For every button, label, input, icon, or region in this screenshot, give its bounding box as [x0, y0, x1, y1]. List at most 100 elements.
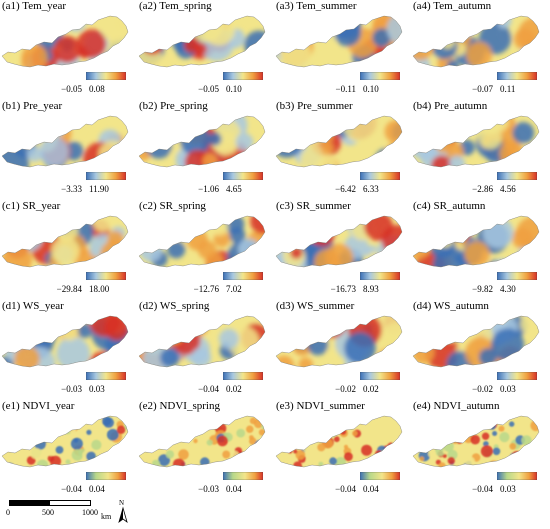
colorbar-max-label: 7.02: [226, 284, 242, 294]
panel-title: (e1) NDVI_year: [2, 400, 75, 412]
colorbar: [360, 172, 400, 180]
colorbar-min-label: −2.86: [472, 184, 493, 194]
trend-map: [137, 312, 274, 370]
colorbar: [497, 172, 537, 180]
colorbar-max-label: 0.02: [363, 384, 379, 394]
colorbar: [86, 72, 126, 80]
panel-title: (e2) NDVI_spring: [139, 400, 220, 412]
panel-title: (a3) Tem_summer: [276, 0, 357, 12]
map-panel: (d2) WS_spring −0.04 0.02: [137, 300, 274, 400]
colorbar-min-label: −0.02: [472, 384, 493, 394]
panel-title: (c3) SR_summer: [276, 200, 351, 212]
map-panel: (e3) NDVI_summer −0.04 0.04: [274, 400, 411, 500]
colorbar-min-label: −29.84: [56, 284, 82, 294]
map-panel: (a1) Tem_year −0.05 0.08: [0, 0, 137, 100]
panel-title: (c2) SR_spring: [139, 200, 206, 212]
trend-map: [137, 12, 274, 70]
colorbar-min-label: −3.33: [61, 184, 82, 194]
colorbar-min-label: −0.04: [472, 484, 493, 494]
colorbar-max-label: 0.10: [363, 84, 379, 94]
colorbar-max-label: 0.10: [226, 84, 242, 94]
map-panel: (c3) SR_summer −16.73 8.93: [274, 200, 411, 300]
colorbar-max-label: 6.33: [363, 184, 379, 194]
colorbar-max-label: 11.90: [89, 184, 109, 194]
colorbar: [360, 72, 400, 80]
trend-map: [0, 412, 137, 470]
colorbar: [86, 172, 126, 180]
colorbar-min-label: −0.03: [61, 384, 82, 394]
colorbar-max-label: 8.93: [363, 284, 379, 294]
panel-title: (b2) Pre_spring: [139, 100, 208, 112]
colorbar-min-label: −0.04: [61, 484, 82, 494]
map-panel: (b3) Pre_summer −6.42 6.33: [274, 100, 411, 200]
colorbar: [223, 72, 263, 80]
colorbar-max-label: 18.00: [89, 284, 110, 294]
colorbar: [223, 372, 263, 380]
colorbar: [86, 372, 126, 380]
panel-title: (c4) SR_autumn: [413, 200, 486, 212]
map-panel-grid: (a1) Tem_year −0.05 0.08 (a2) Tem_spring: [0, 0, 548, 500]
colorbar-max-label: 0.02: [226, 384, 242, 394]
colorbar-min-label: −12.76: [193, 284, 219, 294]
trend-map: [411, 412, 548, 470]
colorbar: [86, 272, 126, 280]
colorbar: [497, 372, 537, 380]
map-panel: (b1) Pre_year −3.33 11.90: [0, 100, 137, 200]
north-arrow-icon: [118, 506, 128, 524]
trend-map: [411, 12, 548, 70]
colorbar-min-label: −0.04: [335, 484, 356, 494]
map-panel: (e4) NDVI_autumn −0.04 0.03: [411, 400, 548, 500]
scale-unit: km: [101, 512, 112, 521]
panel-title: (b4) Pre_autumn: [413, 100, 488, 112]
colorbar-min-label: −9.82: [472, 284, 493, 294]
trend-map: [274, 12, 411, 70]
map-panel: (a4) Tem_autumn −0.07 0.11: [411, 0, 548, 100]
trend-map: [411, 112, 548, 170]
map-panel: (c1) SR_year −29.84 18.00: [0, 200, 137, 300]
map-panel: (b4) Pre_autumn −2.86 4.56: [411, 100, 548, 200]
panel-title: (d4) WS_autumn: [413, 300, 489, 312]
colorbar-max-label: 0.04: [89, 484, 105, 494]
trend-map: [274, 112, 411, 170]
colorbar-max-label: 0.03: [500, 384, 516, 394]
map-panel: (b2) Pre_spring −1.06 4.65: [137, 100, 274, 200]
colorbar: [360, 372, 400, 380]
panel-title: (d1) WS_year: [2, 300, 64, 312]
map-panel: (e2) NDVI_spring −0.03 0.04: [137, 400, 274, 500]
colorbar: [360, 472, 400, 480]
panel-title: (b3) Pre_summer: [276, 100, 353, 112]
trend-map: [137, 112, 274, 170]
colorbar-max-label: 0.11: [500, 84, 516, 94]
colorbar-min-label: −0.07: [472, 84, 493, 94]
trend-map: [274, 412, 411, 470]
colorbar: [223, 472, 263, 480]
scale-label-500: 500: [42, 508, 54, 517]
panel-title: (e4) NDVI_autumn: [413, 400, 500, 412]
north-arrow: N: [116, 500, 130, 524]
scale-bar: 0 500 1000 km: [4, 498, 124, 526]
colorbar-min-label: −16.73: [330, 284, 356, 294]
panel-title: (d2) WS_spring: [139, 300, 210, 312]
colorbar-max-label: 0.04: [363, 484, 379, 494]
trend-map: [411, 212, 548, 270]
trend-map: [0, 112, 137, 170]
colorbar: [497, 72, 537, 80]
panel-title: (b1) Pre_year: [2, 100, 63, 112]
trend-map: [274, 312, 411, 370]
panel-title: (a2) Tem_spring: [139, 0, 212, 12]
trend-map: [0, 12, 137, 70]
map-panel: (d1) WS_year −0.03 0.03: [0, 300, 137, 400]
scale-bar-graphic: [9, 500, 91, 506]
colorbar-min-label: −0.04: [198, 384, 219, 394]
scale-label-0: 0: [6, 508, 10, 517]
colorbar: [497, 272, 537, 280]
colorbar: [86, 472, 126, 480]
colorbar-max-label: 4.65: [226, 184, 242, 194]
trend-map: [274, 212, 411, 270]
colorbar-max-label: 0.08: [89, 84, 105, 94]
north-label: N: [119, 499, 125, 507]
colorbar-max-label: 0.03: [89, 384, 105, 394]
colorbar: [497, 472, 537, 480]
colorbar-min-label: −0.05: [198, 84, 219, 94]
trend-map: [411, 312, 548, 370]
